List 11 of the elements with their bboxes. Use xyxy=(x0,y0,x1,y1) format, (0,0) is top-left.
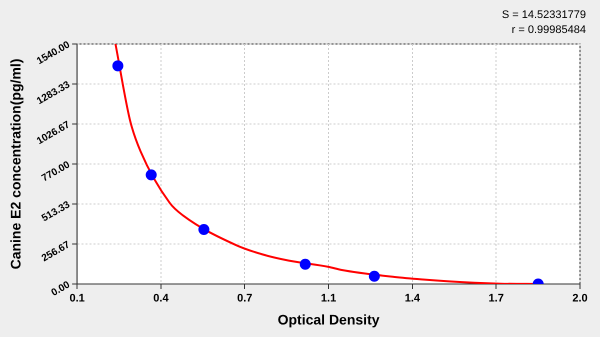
x-axis-title: Optical Density xyxy=(278,311,380,328)
text: r = 0.99985484 xyxy=(510,23,586,38)
x-tick-label: 0.7 xyxy=(237,292,252,305)
x-tick-label: 2.0 xyxy=(572,292,588,305)
y-axis-title: Canine E2 concentration(pg/ml) xyxy=(7,58,24,270)
x-tick-label: 0.1 xyxy=(69,292,85,305)
x-tick-label: 1.1 xyxy=(320,292,336,305)
text: S = 14.52331779 xyxy=(502,8,586,23)
x-tick-label: 1.7 xyxy=(488,292,504,305)
x-tick-label: 0.4 xyxy=(153,292,170,305)
x-tick-label: 1.4 xyxy=(404,292,421,305)
